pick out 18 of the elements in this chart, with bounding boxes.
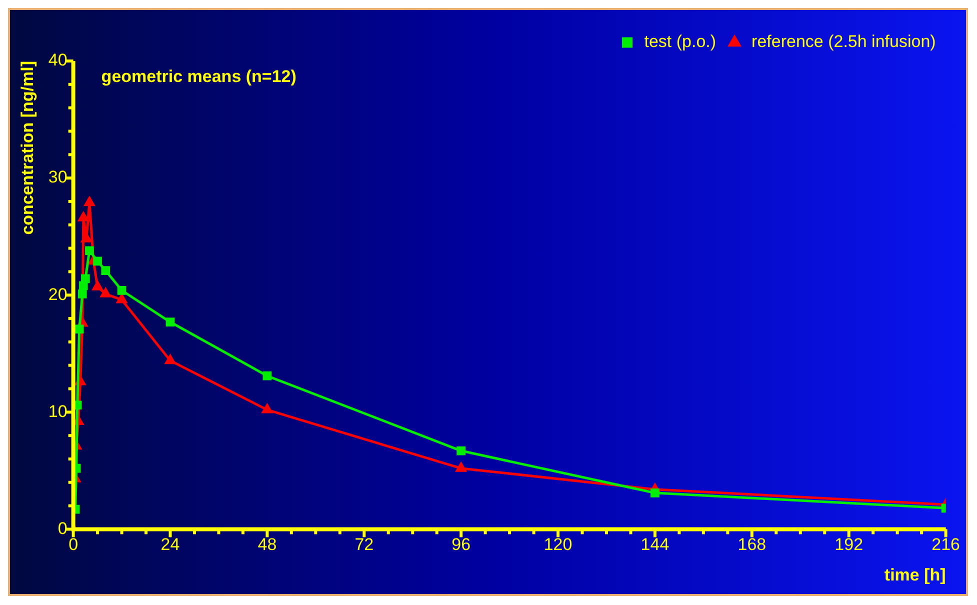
x-tick-label: 120 [544, 535, 572, 554]
legend-label: test (p.o.) [644, 32, 716, 52]
x-tick-label: 24 [160, 535, 180, 554]
x-tick-label: 168 [738, 535, 766, 554]
x-tick-label: 96 [452, 535, 471, 554]
legend-label: reference (2.5h infusion) [752, 32, 936, 52]
y-tick-label: 10 [48, 402, 68, 421]
y-tick-label: 40 [48, 50, 68, 70]
x-tick-label: 192 [834, 535, 864, 554]
y-tick-label: 20 [48, 284, 68, 304]
y-axis-title: concentration [ng/ml] [18, 61, 37, 235]
x-tick-label: 72 [354, 535, 374, 554]
x-tick-label: 144 [640, 535, 670, 554]
x-axis-title: time [h] [884, 565, 946, 584]
x-tick-label: 216 [932, 535, 960, 554]
y-tick-label: 30 [48, 168, 68, 187]
chart-title: geometric means (n=12) [101, 67, 296, 86]
x-tick-label: 48 [258, 535, 277, 554]
